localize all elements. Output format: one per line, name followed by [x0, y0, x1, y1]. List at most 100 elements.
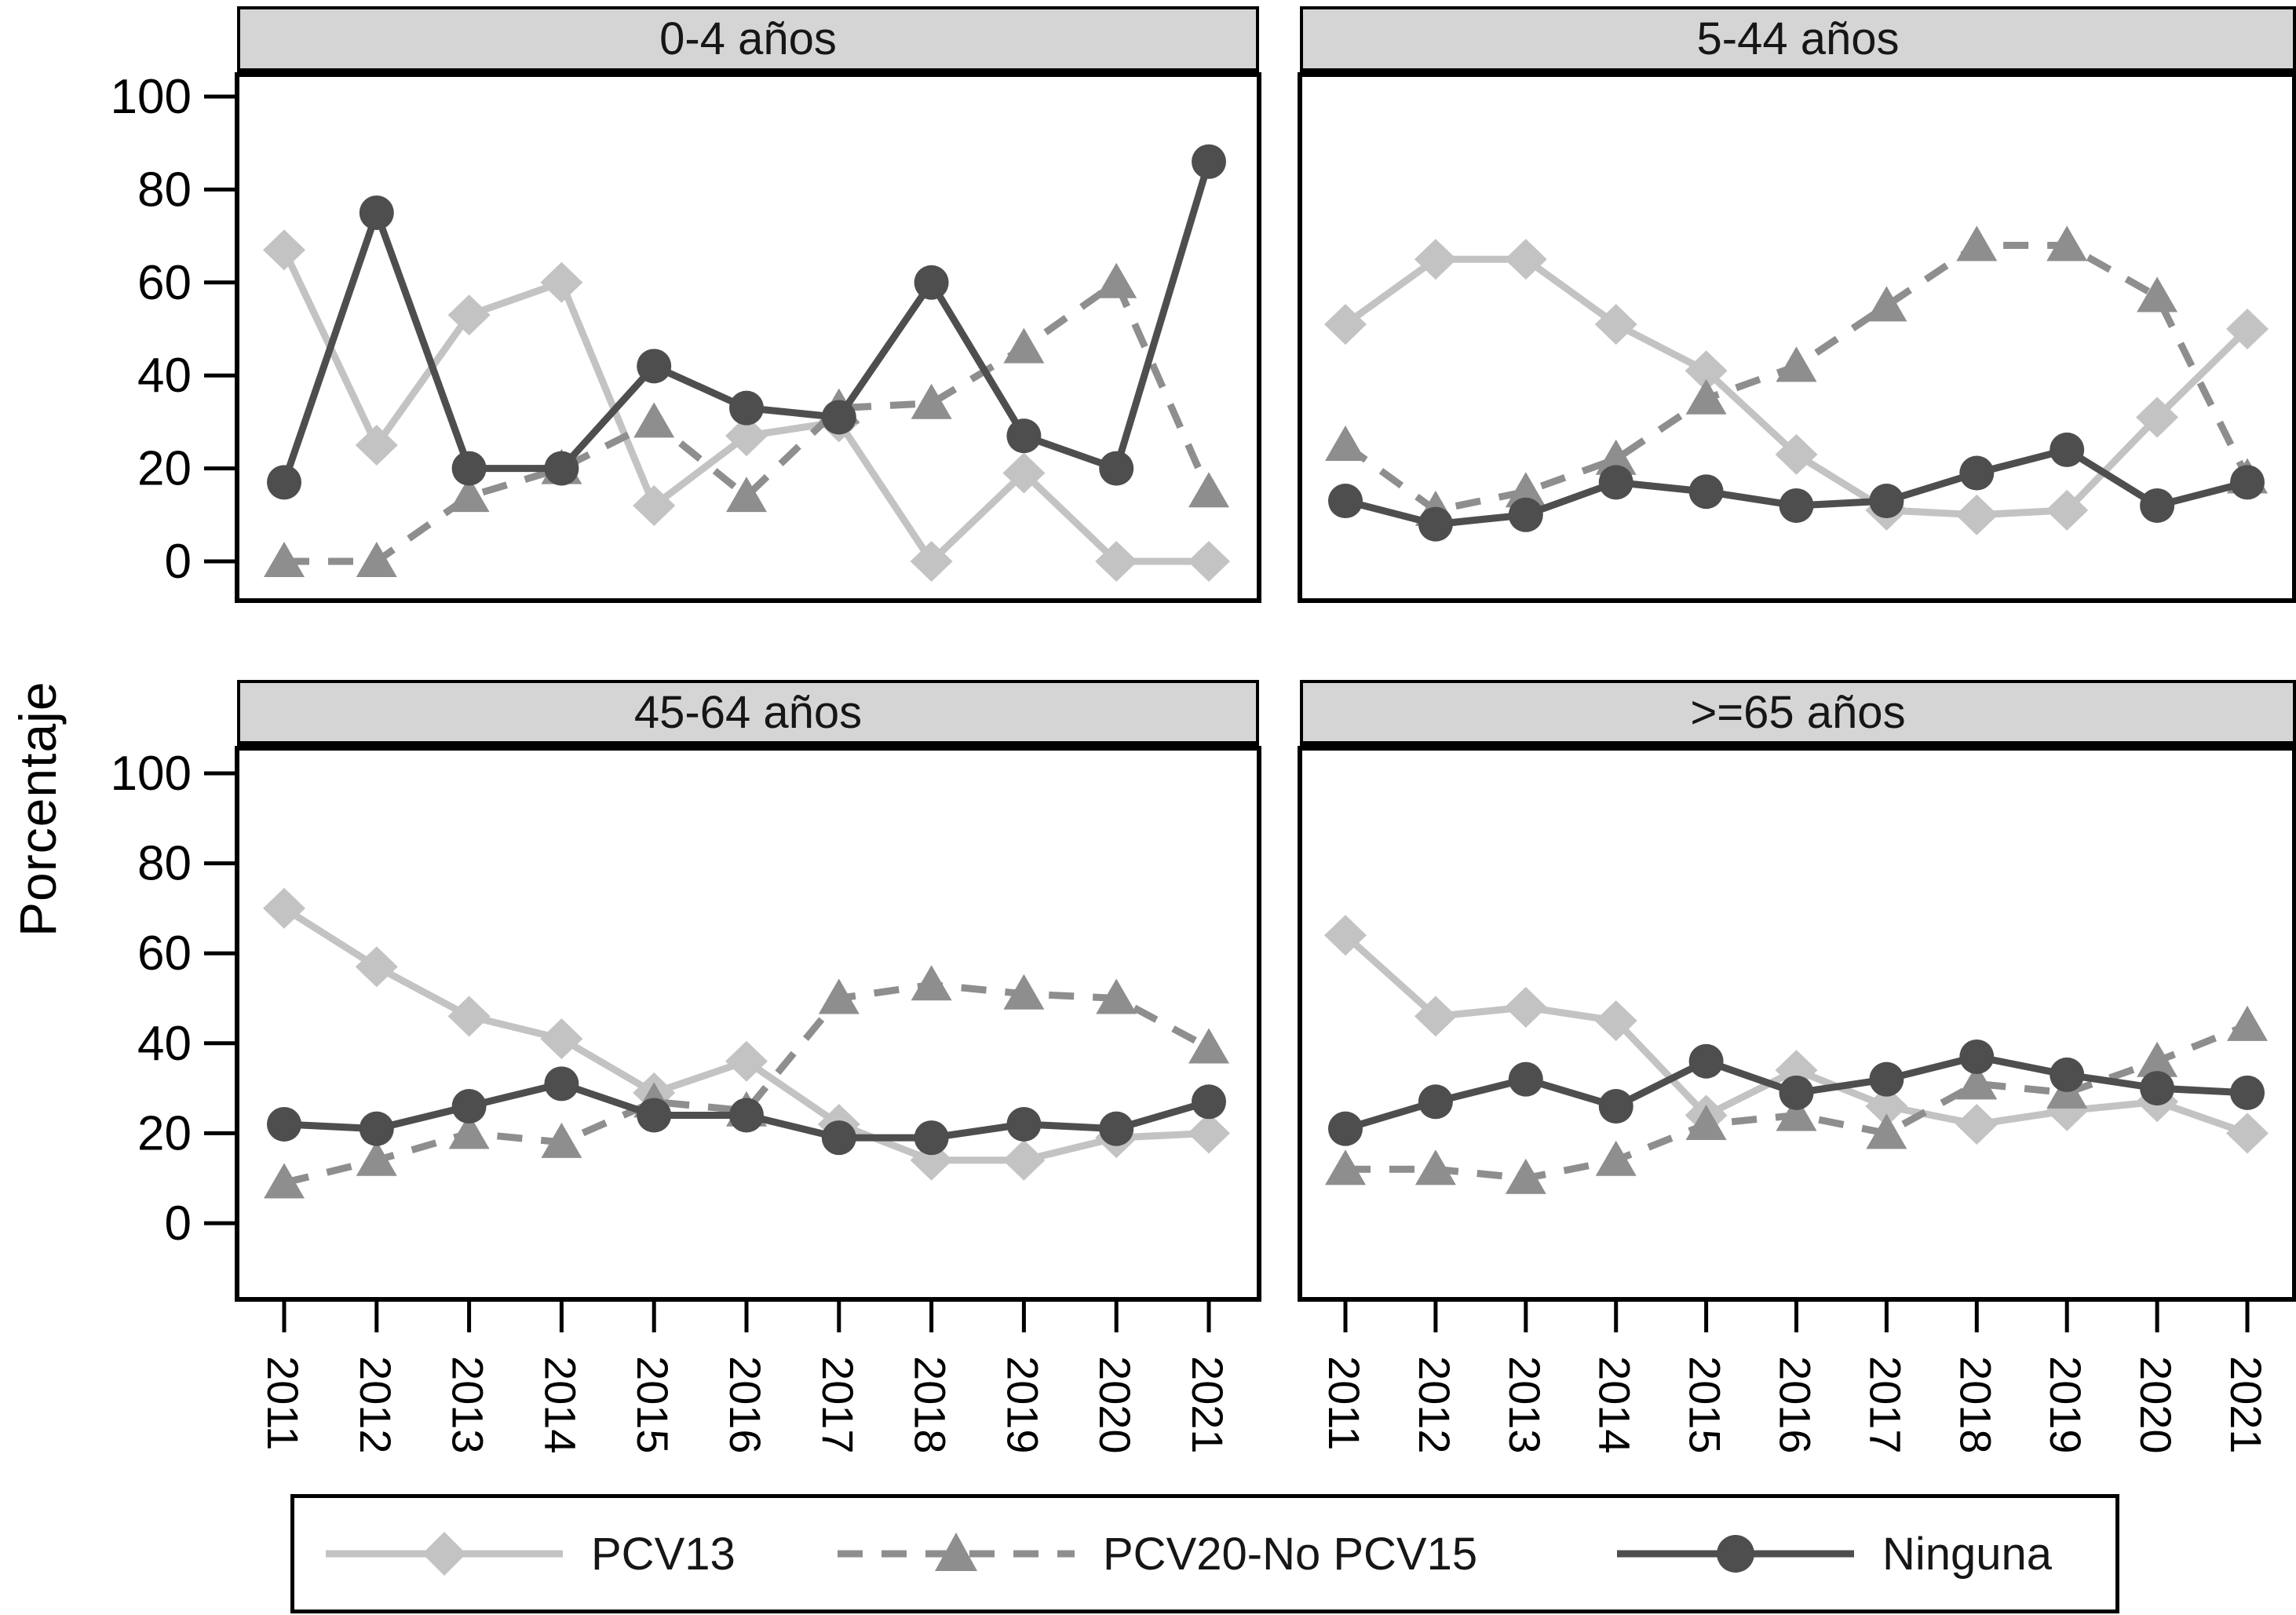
circle-marker	[1598, 1089, 1633, 1124]
x-tick-label: 2020	[2131, 1356, 2181, 1454]
diamond-marker	[2136, 396, 2179, 438]
x-tick-label: 2021	[1183, 1356, 1232, 1454]
circle-marker	[544, 451, 579, 486]
plot-frame	[1298, 72, 2296, 603]
triangle-marker	[911, 965, 952, 1001]
x-tick-label: 2019	[998, 1356, 1047, 1454]
circle-marker	[359, 195, 394, 230]
triangle-marker	[541, 1122, 582, 1158]
diamond-marker	[1002, 452, 1046, 494]
diamond-marker	[1002, 1139, 1046, 1181]
diamond-marker	[1865, 1086, 1908, 1127]
triangle-marker	[1414, 1149, 1456, 1186]
circle-marker	[1328, 484, 1363, 519]
circle-marker	[914, 265, 949, 300]
x-tick-label: 2017	[1860, 1356, 1910, 1454]
diamond-marker	[1955, 1103, 1999, 1145]
triangle-marker	[2137, 276, 2178, 312]
triangle-marker	[1003, 974, 1045, 1010]
circle-marker	[267, 465, 301, 500]
circle-marker	[1779, 1075, 1814, 1110]
circle-marker	[1688, 1043, 1724, 1079]
circle-marker	[1328, 1111, 1363, 1146]
triangle-marker	[633, 402, 675, 438]
circle-marker	[729, 1098, 764, 1133]
triangle-marker	[2137, 1041, 2178, 1077]
diamond-marker	[725, 1040, 768, 1082]
diamond-marker	[1594, 1000, 1637, 1042]
x-tick-label: 2017	[813, 1356, 863, 1454]
circle-marker	[1006, 1106, 1042, 1142]
diamond-marker	[1414, 996, 1457, 1037]
circle-marker	[637, 349, 672, 384]
y-tick-label: 0	[165, 1197, 192, 1251]
y-tick-label: 20	[137, 1106, 192, 1160]
x-tick-label: 2019	[2041, 1356, 2090, 1454]
circle-marker	[1688, 474, 1724, 510]
diamond-marker	[540, 1018, 583, 1060]
diamond-marker	[1414, 239, 1457, 280]
circle-marker	[2140, 488, 2175, 523]
diamond-marker	[263, 887, 305, 929]
circle-marker	[2230, 465, 2265, 500]
triangle-marker	[1956, 1064, 1998, 1100]
triangle-marker	[2046, 225, 2088, 261]
circle-marker	[1099, 451, 1134, 486]
legend-label: PCV13	[591, 1528, 736, 1580]
diamond-marker	[2226, 1113, 2269, 1154]
x-tick-label: 2013	[1500, 1356, 1550, 1454]
circle-marker	[359, 1111, 394, 1146]
panel-header-65plus: >=65 años	[1300, 680, 2296, 748]
circle-marker	[1779, 488, 1814, 523]
diamond-marker	[2226, 309, 2269, 349]
plot-frame	[1298, 746, 2296, 1302]
triangle-marker	[448, 477, 490, 513]
x-tick-label: 2015	[1681, 1356, 1730, 1454]
legend-sample-pcv20-line	[838, 1533, 1075, 1571]
panel-header-45-64: 45-64 años	[237, 680, 1259, 748]
diamond-marker	[1955, 494, 1999, 535]
circle-marker	[821, 400, 856, 435]
diamond-marker	[2046, 489, 2089, 531]
diamond-marker	[1324, 304, 1367, 345]
triangle-marker	[1096, 978, 1137, 1014]
legend-entry-pcv20: PCV20-No PCV15	[836, 1498, 1477, 1610]
triangle-marker	[818, 978, 860, 1014]
triangle-marker	[356, 542, 397, 577]
diamond-marker	[263, 229, 305, 271]
circle-marker	[1099, 1111, 1134, 1146]
diamond-marker	[1594, 304, 1637, 345]
panel-title: 45-64 años	[633, 686, 863, 738]
x-tick-label: 2014	[1590, 1356, 1640, 1454]
diamond-marker	[1188, 541, 1230, 582]
triangle-marker	[1595, 439, 1637, 475]
triangle-marker	[448, 1113, 490, 1149]
diamond-marker	[355, 425, 398, 466]
diamond-marker	[1095, 541, 1138, 582]
series-line-pcv20-no-pcv15	[284, 276, 1213, 565]
y-tick-label: 0	[165, 535, 192, 589]
triangle-marker	[1505, 1158, 1546, 1194]
triangle-marker	[726, 477, 767, 513]
x-tick-label: 2012	[351, 1356, 400, 1454]
circle-marker	[451, 451, 487, 486]
y-tick-label: 100	[111, 70, 192, 124]
triangle-marker	[2227, 1005, 2268, 1041]
triangle-marker	[1003, 327, 1045, 364]
circle-marker	[1508, 1061, 1543, 1097]
x-tick-label: 2018	[1951, 1356, 2000, 1454]
y-tick-label: 20	[137, 442, 192, 496]
circle-marker	[1006, 418, 1042, 454]
y-tick-label: 80	[137, 837, 192, 891]
triangle-marker	[1685, 1104, 1727, 1140]
x-tick-label: 2011	[1320, 1356, 1369, 1450]
legend-label: PCV20-No PCV15	[1103, 1528, 1478, 1580]
circle-marker	[1192, 144, 1226, 179]
circle-marker	[1869, 484, 1904, 519]
diamond-marker	[725, 415, 768, 457]
diamond-marker	[540, 261, 583, 303]
panel-title: 5-44 años	[1696, 13, 1900, 64]
x-tick-label: 2015	[628, 1356, 677, 1454]
x-tick-label: 2011	[258, 1356, 308, 1450]
